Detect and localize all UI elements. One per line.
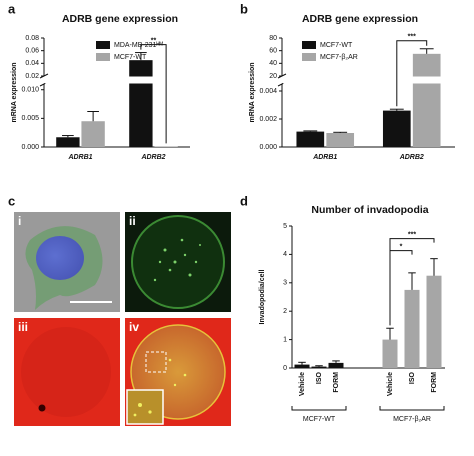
y-tick-label: 80 xyxy=(269,35,277,42)
bar xyxy=(81,121,105,147)
y-tick-label: 20 xyxy=(269,73,277,80)
y-tick-label: 0.06 xyxy=(25,48,39,55)
significance-bracket xyxy=(389,238,435,326)
axis-gap xyxy=(45,76,191,84)
significance-label: *** xyxy=(408,232,416,239)
y-tick-label: 0.002 xyxy=(259,116,277,123)
image-label: i xyxy=(18,214,21,228)
micrograph xyxy=(125,212,231,312)
y-tick-label: 0.010 xyxy=(21,87,39,94)
image-label: iv xyxy=(129,320,139,334)
x-tick-label: ISO xyxy=(316,371,323,384)
bar xyxy=(294,364,310,368)
legend-swatch xyxy=(96,53,110,61)
chart-title: ADRB gene expression xyxy=(302,13,418,25)
y-tick-label: 0.005 xyxy=(21,115,39,122)
y-tick-label: 2 xyxy=(283,308,287,315)
x-tick-label: ADRB1 xyxy=(67,154,92,161)
y-tick-label: 40 xyxy=(269,60,277,67)
x-tick-label: ADRB2 xyxy=(399,154,424,161)
x-tick-label: ADRB1 xyxy=(312,154,337,161)
bar xyxy=(311,366,327,368)
legend-label: MCF7-β₂AR xyxy=(320,54,358,61)
micrograph xyxy=(125,318,231,426)
y-tick-label: 4 xyxy=(283,251,287,258)
legend-label: MCF7-WT xyxy=(114,54,147,61)
significance-bracket xyxy=(140,44,167,144)
x-tick-label: Vehicle xyxy=(387,372,394,396)
significance-label: * xyxy=(400,244,403,251)
significance-bracket xyxy=(396,40,428,107)
bar xyxy=(412,53,441,148)
y-tick-label: 0.000 xyxy=(259,144,277,151)
y-axis-label: mRNA expression xyxy=(249,62,256,122)
bar xyxy=(154,146,178,147)
bar xyxy=(426,275,442,368)
y-axis-label: mRNA expression xyxy=(11,62,18,122)
x-tick-label: FORM xyxy=(333,372,340,393)
chart-title: Number of invadopodia xyxy=(311,204,428,216)
panel-letter: b xyxy=(240,1,248,16)
y-tick-label: 3 xyxy=(283,280,287,287)
bar xyxy=(296,131,325,147)
group-label: MCF7-β₂AR xyxy=(393,416,431,423)
micrograph xyxy=(14,318,120,426)
group-label: MCF7-WT xyxy=(303,416,336,423)
panel-letter: d xyxy=(240,193,248,208)
legend-label: MCF7-WT xyxy=(320,42,353,49)
bar xyxy=(56,137,80,147)
x-tick-label: ISO xyxy=(409,371,416,384)
y-tick-label: 0.004 xyxy=(259,88,277,95)
panel-letter: c xyxy=(8,193,15,208)
significance-label: ** xyxy=(151,37,157,44)
legend-swatch xyxy=(96,41,110,49)
chart-title: ADRB gene expression xyxy=(62,13,178,25)
bar xyxy=(404,289,420,368)
bar xyxy=(382,339,398,368)
x-tick-label: Vehicle xyxy=(299,372,306,396)
legend-label: MDA-MB-231ᴴᴹ xyxy=(114,42,163,49)
y-tick-label: 0.04 xyxy=(25,60,39,67)
group-bracket xyxy=(291,406,347,411)
y-tick-label: 0 xyxy=(283,365,287,372)
x-tick-label: ADRB2 xyxy=(140,154,165,161)
group-bracket xyxy=(379,406,445,411)
significance-label: *** xyxy=(408,34,416,41)
y-tick-label: 0.02 xyxy=(25,73,39,80)
bar xyxy=(326,133,355,147)
bar xyxy=(129,60,153,147)
y-tick-label: 1 xyxy=(283,336,287,343)
image-label: iii xyxy=(18,320,28,334)
image-label: ii xyxy=(129,214,136,228)
axis-gap xyxy=(283,76,456,84)
y-tick-label: 0.000 xyxy=(21,144,39,151)
y-tick-label: 0.08 xyxy=(25,35,39,42)
x-tick-label: FORM xyxy=(431,372,438,393)
y-tick-label: 60 xyxy=(269,48,277,55)
bar xyxy=(328,362,344,368)
micrograph xyxy=(14,212,120,312)
legend-swatch xyxy=(302,53,316,61)
panel-letter: a xyxy=(8,1,16,16)
bar xyxy=(382,110,411,147)
y-tick-label: 5 xyxy=(283,223,287,230)
legend-swatch xyxy=(302,41,316,49)
y-axis-label: Invadopodia/cell xyxy=(259,270,266,325)
